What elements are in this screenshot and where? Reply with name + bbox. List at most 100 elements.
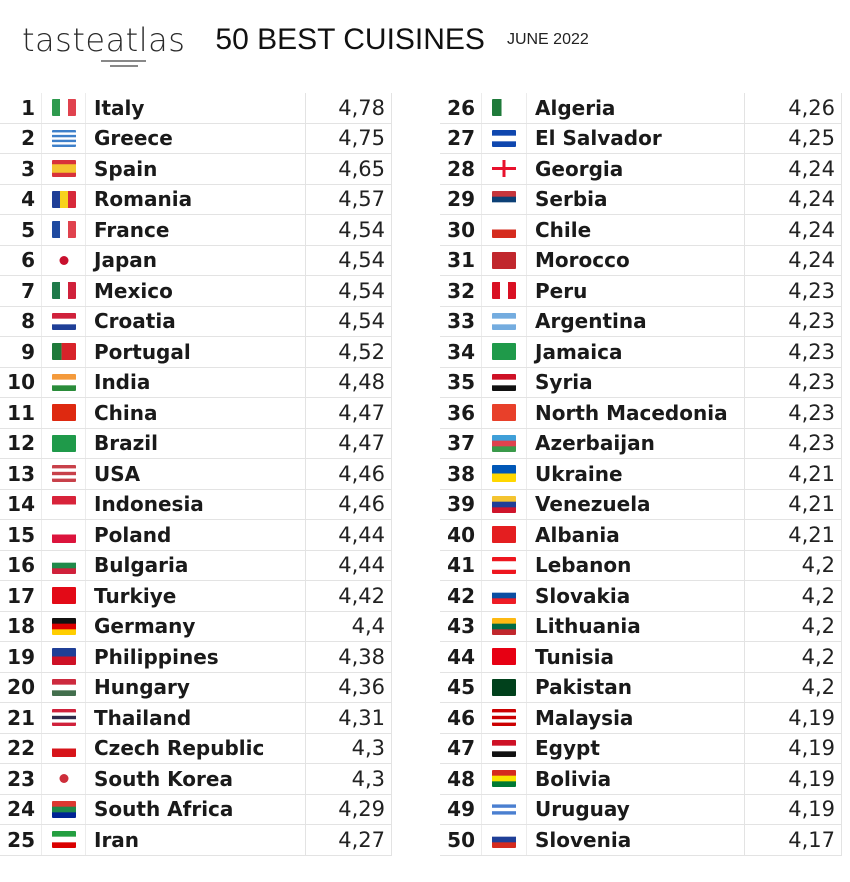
- rating-score: 4,23: [745, 276, 842, 306]
- table-row: 23 South Korea 4,3: [0, 764, 392, 795]
- slovenia-flag-icon: [482, 825, 527, 855]
- country-name: Italy: [86, 93, 306, 123]
- rank-number: 27: [440, 123, 482, 153]
- table-row: 44 Tunisia 4,2: [440, 642, 842, 673]
- country-name: Pakistan: [527, 672, 745, 702]
- rank-number: 13: [0, 459, 42, 489]
- country-name: Iran: [86, 825, 306, 855]
- north-macedonia-flag-icon: [482, 398, 527, 428]
- rankings-table-left: 1 Italy 4,78 2 Greece 4,75 3 Spain 4,65 …: [0, 93, 392, 856]
- table-row: 19 Philippines 4,38: [0, 642, 392, 673]
- rating-score: 4,65: [306, 154, 392, 184]
- germany-flag-icon: [42, 611, 86, 641]
- country-name: Algeria: [527, 93, 745, 123]
- country-name: Romania: [86, 184, 306, 214]
- rank-number: 22: [0, 733, 42, 763]
- rank-number: 14: [0, 489, 42, 519]
- country-name: Peru: [527, 276, 745, 306]
- rating-score: 4,26: [745, 93, 842, 123]
- rank-number: 23: [0, 764, 42, 794]
- rank-number: 26: [440, 93, 482, 123]
- table-row: 5 France 4,54: [0, 215, 392, 246]
- rating-score: 4,24: [745, 215, 842, 245]
- country-name: Croatia: [86, 306, 306, 336]
- rank-number: 31: [440, 245, 482, 275]
- table-row: 21 Thailand 4,31: [0, 703, 392, 734]
- date-label: JUNE 2022: [506, 31, 589, 48]
- logo-underline-short: [110, 65, 138, 67]
- rating-score: 4,46: [306, 489, 392, 519]
- rating-score: 4,75: [306, 123, 392, 153]
- rating-score: 4,24: [745, 245, 842, 275]
- rating-score: 4,2: [745, 550, 842, 580]
- country-name: Poland: [86, 520, 306, 550]
- country-name: Slovenia: [527, 825, 745, 855]
- country-name: Albania: [527, 520, 745, 550]
- brazil-flag-icon: [42, 428, 86, 458]
- uruguay-flag-icon: [482, 794, 527, 824]
- rank-number: 40: [440, 520, 482, 550]
- rating-score: 4,25: [745, 123, 842, 153]
- rank-number: 20: [0, 672, 42, 702]
- argentina-flag-icon: [482, 306, 527, 336]
- rankings-table-right: 26 Algeria 4,26 27 El Salvador 4,25 28 G…: [440, 93, 842, 856]
- rating-score: 4,21: [745, 489, 842, 519]
- rank-number: 47: [440, 733, 482, 763]
- rating-score: 4,2: [745, 611, 842, 641]
- rank-number: 29: [440, 184, 482, 214]
- country-name: India: [86, 367, 306, 397]
- country-name: France: [86, 215, 306, 245]
- rating-score: 4,48: [306, 367, 392, 397]
- country-name: Mexico: [86, 276, 306, 306]
- country-name: North Macedonia: [527, 398, 745, 428]
- table-row: 37 Azerbaijan 4,23: [440, 428, 842, 459]
- table-row: 27 El Salvador 4,25: [440, 123, 842, 154]
- country-name: Portugal: [86, 337, 306, 367]
- hungary-flag-icon: [42, 672, 86, 702]
- rank-number: 46: [440, 703, 482, 733]
- header: tasteatlas 50 BEST CUISINES JUNE 2022: [22, 10, 589, 67]
- rating-score: 4,38: [306, 642, 392, 672]
- logo-underline: [101, 60, 146, 62]
- table-row: 45 Pakistan 4,2: [440, 672, 842, 703]
- spain-flag-icon: [42, 154, 86, 184]
- rating-score: 4,42: [306, 581, 392, 611]
- rank-number: 34: [440, 337, 482, 367]
- south-africa-flag-icon: [42, 794, 86, 824]
- table-row: 31 Morocco 4,24: [440, 245, 842, 276]
- rating-score: 4,23: [745, 398, 842, 428]
- table-row: 9 Portugal 4,52: [0, 337, 392, 368]
- rating-score: 4,19: [745, 764, 842, 794]
- table-row: 40 Albania 4,21: [440, 520, 842, 551]
- table-row: 20 Hungary 4,36: [0, 672, 392, 703]
- peru-flag-icon: [482, 276, 527, 306]
- table-row: 11 China 4,47: [0, 398, 392, 429]
- pakistan-flag-icon: [482, 672, 527, 702]
- el-salvador-flag-icon: [482, 123, 527, 153]
- rank-number: 15: [0, 520, 42, 550]
- table-row: 2 Greece 4,75: [0, 123, 392, 154]
- rank-number: 8: [0, 306, 42, 336]
- rating-score: 4,31: [306, 703, 392, 733]
- table-row: 18 Germany 4,4: [0, 611, 392, 642]
- rating-score: 4,3: [306, 733, 392, 763]
- rating-score: 4,2: [745, 642, 842, 672]
- table-row: 47 Egypt 4,19: [440, 733, 842, 764]
- mexico-flag-icon: [42, 276, 86, 306]
- table-row: 12 Brazil 4,47: [0, 428, 392, 459]
- table-row: 15 Poland 4,44: [0, 520, 392, 551]
- country-name: Bolivia: [527, 764, 745, 794]
- table-row: 28 Georgia 4,24: [440, 154, 842, 185]
- rating-score: 4,54: [306, 276, 392, 306]
- egypt-flag-icon: [482, 733, 527, 763]
- rank-number: 33: [440, 306, 482, 336]
- poland-flag-icon: [42, 520, 86, 550]
- rating-score: 4,17: [745, 825, 842, 855]
- italy-flag-icon: [42, 93, 86, 123]
- rating-score: 4,44: [306, 550, 392, 580]
- country-name: Argentina: [527, 306, 745, 336]
- rating-score: 4,57: [306, 184, 392, 214]
- rating-score: 4,23: [745, 306, 842, 336]
- country-name: Turkiye: [86, 581, 306, 611]
- rank-number: 24: [0, 794, 42, 824]
